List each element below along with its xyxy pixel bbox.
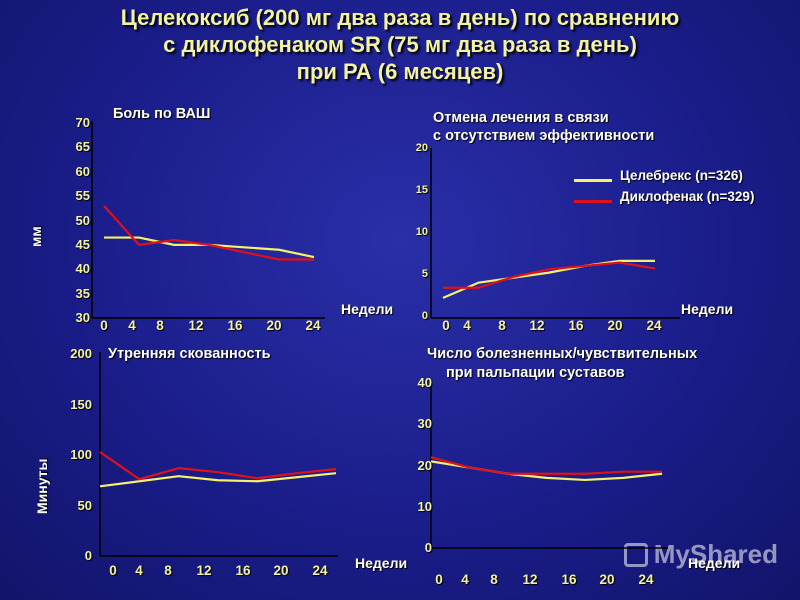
title-line-1: Целекоксиб (200 мг два раза в день) по с… [120,5,680,30]
stiffness-chart-title: Утренняя скованность [108,346,271,362]
pain-chart-title: Боль по ВАШ [113,106,211,122]
stiffness-y-tick-label: 200 [70,346,92,361]
pain-y-tick-label: 45 [75,236,90,252]
withdrawal-x-tick-label: 8 [498,318,506,333]
stiffness-y-tick-label: 150 [70,396,92,412]
pain-x-tick-label: 16 [227,318,243,333]
stiffness-x-tick-label: 20 [273,563,289,578]
withdrawal-chart-title-1: Отмена лечения в связи [433,110,609,126]
joints-x-tick-label: 4 [461,572,469,587]
pain-y-tick-label: 35 [75,285,90,301]
withdrawal-x-tick-label: 12 [529,318,545,333]
withdrawal-chart-title-2: с отсутствием эффективности [433,128,655,144]
withdrawal-y-tick-label: 20 [415,142,428,154]
stiffness-x-tick-label: 0 [109,563,117,578]
joints-x-tick-label: 0 [435,572,443,587]
legend-celebrex-label: Целебрекс (n=326) [620,168,743,183]
withdrawal-y-tick-label: 0 [421,310,428,322]
withdrawal-y-tick-label: 5 [421,268,428,280]
watermark-text: MyShared [653,539,778,569]
stiffness-x-tick-label: 8 [164,563,172,578]
pain-series-diclofenac [103,205,314,261]
stiffness-y-tick-label: 100 [70,447,92,462]
withdrawal-series-diclofenac [443,261,656,289]
stiffness-x-tick-label: 12 [196,563,212,578]
pain-x-tick-label: 0 [100,318,108,333]
joints-x-tick-label: 24 [638,572,654,587]
pain-x-tick-label: 12 [188,318,204,333]
pain-x-axis-label: Недели [341,301,394,317]
presentation-icon [623,543,648,567]
joints-x-tick-label: 12 [522,572,538,587]
withdrawal-x-tick-label: 24 [646,318,662,333]
pain-y-tick-label: 40 [75,261,90,277]
stiffness-series-celebrex [99,472,337,488]
joints-x-tick-label: 8 [490,572,498,587]
joints-y-tick-label: 10 [417,498,432,514]
joints-x-tick-label: 20 [599,572,615,587]
pain-y-tick-label: 55 [75,188,90,204]
pain-y-tick-label: 60 [75,163,90,179]
withdrawal-x-axis-label: Недели [681,301,734,317]
title-line-2: с диклофенаком SR (75 мг два раза в день… [163,32,637,57]
stiffness-y-tick-label: 0 [84,548,92,563]
pain-y-tick-label: 50 [75,212,90,228]
legend-diclofenac-label: Диклофенак (n=329) [620,189,755,204]
withdrawal-x-tick-label: 0 [442,318,450,333]
withdrawal-series-celebrex [442,259,655,299]
pain-x-tick-label: 24 [305,318,321,333]
stiffness-series-diclofenac [99,451,337,481]
pain-x-tick-label: 8 [156,318,164,333]
withdrawal-y-tick-label: 15 [415,184,428,196]
pain-x-tick-label: 20 [266,318,282,333]
pain-y-tick-label: 70 [75,115,90,130]
joints-y-tick-label: 0 [424,540,432,555]
pain-y-tick-label: 65 [75,139,90,155]
withdrawal-x-tick-label: 20 [607,318,623,333]
withdrawal-x-tick-label: 4 [463,318,471,333]
watermark: MyShared [623,539,778,570]
legend-diclofenac-swatch [574,200,612,203]
page-title: Целекоксиб (200 мг два раза в день) по с… [0,4,800,85]
stiffness-x-axis-label: Недели [355,555,408,571]
joints-y-tick-label: 20 [417,457,432,473]
joints-chart-title-2: при пальпации суставов [446,365,625,381]
pain-y-tick-label: 30 [75,310,90,325]
withdrawal-x-tick-label: 16 [568,318,584,333]
joints-x-tick-label: 16 [561,572,577,587]
joints-y-tick-label: 30 [417,416,432,432]
joints-series-diclofenac [430,456,662,475]
stiffness-x-tick-label: 24 [312,563,328,578]
title-line-3: при РА (6 месяцев) [296,59,504,84]
stiffness-x-tick-label: 16 [235,563,251,578]
stiffness-y-tick-label: 50 [77,497,92,513]
withdrawal-y-tick-label: 10 [415,226,428,238]
joints-y-tick-label: 40 [417,375,432,390]
joints-chart-title-1: Число болезненных/чувствительных [427,346,698,362]
joints-x-axis-label: Недели [688,555,741,571]
legend-celebrex-swatch [574,179,612,182]
pain-x-tick-label: 4 [128,318,136,333]
stiffness-x-tick-label: 4 [135,563,143,578]
